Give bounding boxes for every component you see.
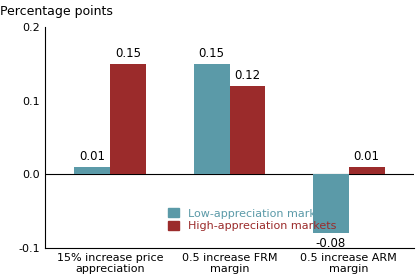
Text: Percentage points: Percentage points	[0, 5, 113, 18]
Legend: Low-appreciation markets, High-appreciation markets: Low-appreciation markets, High-appreciat…	[163, 204, 340, 236]
Bar	[74, 167, 110, 174]
Bar	[230, 86, 265, 174]
Bar	[349, 167, 385, 174]
Text: 0.12: 0.12	[234, 69, 260, 82]
Bar	[110, 64, 146, 174]
Bar	[313, 174, 349, 233]
Text: 0.15: 0.15	[199, 47, 225, 60]
Text: 0.15: 0.15	[115, 47, 141, 60]
Bar	[194, 64, 230, 174]
Text: 0.01: 0.01	[79, 150, 105, 163]
Text: -0.08: -0.08	[316, 237, 346, 250]
Text: 0.01: 0.01	[354, 150, 380, 163]
